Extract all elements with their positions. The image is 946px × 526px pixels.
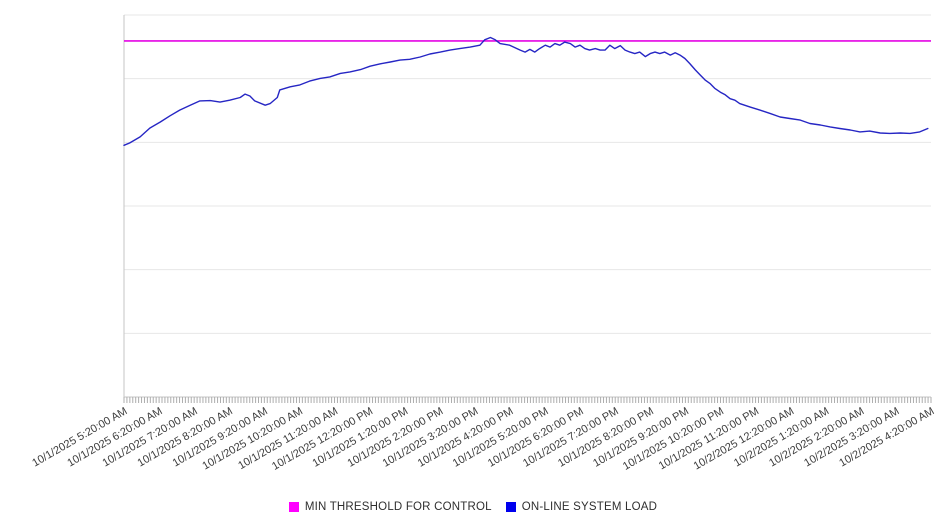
legend-item-system-load: ON-LINE SYSTEM LOAD [505, 501, 658, 513]
legend-label-min-threshold: MIN THRESHOLD FOR CONTROL [304, 501, 492, 513]
chart-legend: MIN THRESHOLD FOR CONTROL ON-LINE SYSTEM… [0, 496, 946, 518]
online-system-load-line [123, 36, 929, 147]
legend-label-system-load: ON-LINE SYSTEM LOAD [521, 501, 658, 513]
x-axis-minor-ticks [123, 397, 932, 403]
legend-item-min-threshold: MIN THRESHOLD FOR CONTROL [288, 501, 492, 513]
min-threshold-swatch-icon [288, 502, 299, 512]
system-load-swatch-icon [505, 502, 516, 512]
